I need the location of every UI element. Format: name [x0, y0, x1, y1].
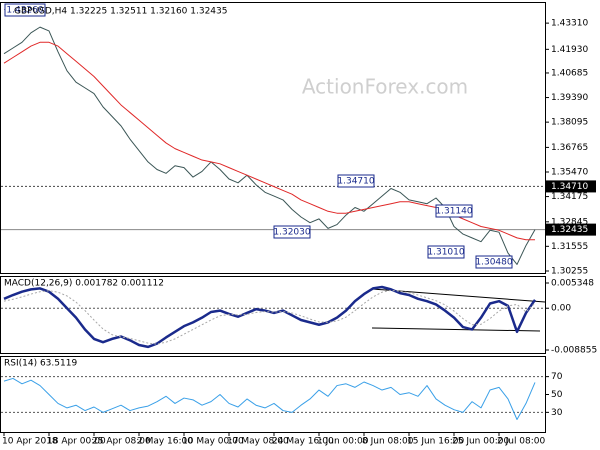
- y-tick-label: 1.35470: [551, 167, 588, 177]
- price-label: 1.32435: [551, 225, 588, 235]
- y-tick-label: -0.008855: [551, 346, 597, 356]
- y-tick-label: 1.32845: [551, 217, 588, 227]
- y-tick-label: 50: [551, 390, 563, 400]
- x-tick-label: 1 Jun 00:00: [317, 437, 369, 447]
- macd-pane: [0, 276, 546, 354]
- x-tick-label: 24 May 16:00: [272, 437, 334, 447]
- price-pane: [0, 2, 546, 274]
- y-tick-label: 1.36765: [551, 143, 588, 153]
- y-tick-label: 70: [551, 372, 563, 382]
- x-tick-label: 15 Jun 16:00: [407, 437, 464, 447]
- annotation-box: [427, 245, 465, 259]
- x-tick-label: 2 Jul 08:00: [497, 437, 546, 447]
- pane-title: RSI(14) 63.5119: [4, 359, 77, 369]
- annotation: 1.34710: [337, 177, 374, 187]
- x-tick-label: 25 Jun 00:00: [452, 437, 509, 447]
- pane-title: GBPUSD,H4 1.32225 1.32511 1.32160 1.3243…: [14, 7, 227, 17]
- annotation: 1.31140: [435, 207, 472, 217]
- series-line: [3, 289, 536, 345]
- annotation-box: [475, 255, 513, 269]
- annotation-box: [337, 174, 375, 188]
- annotation: 1.31010: [427, 248, 464, 258]
- pane-title: MACD(12,26,9) 0.001782 0.001112: [4, 279, 164, 289]
- annotation: 1.43260: [6, 6, 43, 16]
- x-tick-label: 10 Apr 2018: [2, 437, 58, 447]
- price-label: 1.34710: [551, 182, 588, 192]
- x-tick-label: 8 Jun 08:00: [362, 437, 414, 447]
- price-label-box: [546, 223, 596, 236]
- y-tick-label: 0.00: [551, 304, 571, 314]
- y-tick-label: 30: [551, 408, 563, 418]
- y-tick-label: 1.41930: [551, 45, 588, 55]
- x-tick-label: 2 May 16:00: [137, 437, 193, 447]
- y-tick-label: 1.30255: [551, 267, 588, 277]
- annotation-box: [435, 204, 473, 218]
- y-tick-label: 1.40685: [551, 68, 588, 78]
- x-tick-label: 18 Apr 00:00: [47, 437, 106, 447]
- x-tick-label: 10 May 00:00: [182, 437, 244, 447]
- annotation: 1.32030: [273, 228, 310, 238]
- series-line: [3, 377, 536, 420]
- x-tick-label: 25 Apr 08:00: [92, 437, 151, 447]
- y-tick-label: 1.34175: [551, 192, 588, 202]
- y-tick-label: 1.43310: [551, 19, 588, 29]
- watermark: ActionForex.com: [302, 75, 468, 99]
- y-tick-label: 1.31555: [551, 242, 588, 252]
- series-line: [3, 285, 537, 349]
- annotation: 1.30480: [475, 258, 512, 268]
- price-label-box: [546, 180, 596, 193]
- x-tick-label: 17 May 08:00: [227, 437, 289, 447]
- trend-line: [371, 327, 541, 332]
- annotation-box: [4, 3, 46, 17]
- y-tick-label: 1.38095: [551, 118, 588, 128]
- y-tick-label: 1.39390: [551, 93, 588, 103]
- y-tick-label: 0.005348: [551, 279, 594, 289]
- annotation-box: [273, 225, 311, 239]
